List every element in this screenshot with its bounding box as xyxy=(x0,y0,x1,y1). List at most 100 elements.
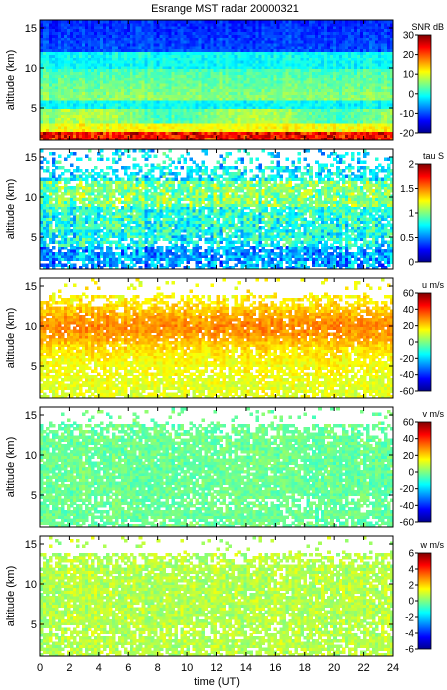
heatmap-cell xyxy=(357,100,361,104)
heatmap-cell xyxy=(180,137,185,141)
heatmap-cell xyxy=(57,62,62,67)
heatmap-cell xyxy=(234,108,239,113)
heatmap-cell xyxy=(66,68,71,73)
heatmap-cell xyxy=(267,117,271,121)
heatmap-cell xyxy=(129,54,134,58)
heatmap-cell xyxy=(255,128,259,133)
heatmap-cell xyxy=(141,97,146,101)
heatmap-cell xyxy=(90,62,95,67)
heatmap-cell xyxy=(186,74,191,78)
heatmap-cell xyxy=(219,134,224,138)
heatmap-cell xyxy=(96,88,101,93)
heatmap-cell xyxy=(117,57,122,61)
heatmap-cell xyxy=(66,45,71,50)
heatmap-cell xyxy=(261,128,265,133)
heatmap-cell xyxy=(123,68,128,73)
heatmap-cell xyxy=(246,57,251,61)
heatmap-cell xyxy=(183,111,188,115)
heatmap-cell xyxy=(345,102,349,107)
heatmap-cell xyxy=(144,108,149,113)
heatmap-cell xyxy=(360,51,364,55)
heatmap-cell xyxy=(345,80,349,84)
heatmap-cell xyxy=(213,117,218,121)
heatmap-cell xyxy=(198,125,203,130)
heatmap-cell xyxy=(252,60,256,64)
heatmap-cell xyxy=(162,88,167,93)
heatmap-cell xyxy=(40,120,44,124)
heatmap-cell xyxy=(42,45,47,50)
heatmap-cell xyxy=(222,111,227,115)
heatmap-cell xyxy=(54,51,59,55)
heatmap-cell xyxy=(306,68,310,73)
heatmap-cell xyxy=(291,60,295,64)
heatmap-cell xyxy=(174,57,179,61)
heatmap-cell xyxy=(135,62,140,67)
heatmap-cell xyxy=(93,62,98,67)
heatmap-cell xyxy=(276,111,280,115)
heatmap-cell xyxy=(105,54,110,58)
heatmap-cell xyxy=(255,48,259,53)
heatmap-cell xyxy=(336,62,340,67)
heatmap-cell xyxy=(192,60,197,64)
heatmap-cell xyxy=(153,94,158,98)
heatmap-cell xyxy=(51,108,56,113)
heatmap-cell xyxy=(300,97,304,101)
heatmap-cell xyxy=(60,45,65,50)
heatmap-cell xyxy=(351,80,355,84)
heatmap-cell xyxy=(168,57,173,61)
heatmap-cell xyxy=(324,88,328,93)
heatmap-cell xyxy=(240,94,245,98)
heatmap-cell xyxy=(387,77,391,81)
heatmap-cell xyxy=(93,125,98,130)
heatmap-cell xyxy=(204,122,209,127)
heatmap-cell xyxy=(60,62,65,67)
heatmap-cell xyxy=(207,94,212,98)
heatmap-cell xyxy=(171,94,176,98)
heatmap-cell xyxy=(96,105,101,110)
heatmap-cell xyxy=(156,100,161,104)
heatmap-cell xyxy=(318,60,322,64)
heatmap-cell xyxy=(267,51,271,55)
heatmap-cell xyxy=(102,114,107,118)
heatmap-cell xyxy=(378,105,382,110)
heatmap-cell xyxy=(168,117,173,121)
heatmap-cell xyxy=(48,68,53,73)
heatmap-cell xyxy=(156,45,161,50)
heatmap-cell xyxy=(333,60,337,64)
heatmap-cell xyxy=(375,48,379,53)
heatmap-cell xyxy=(252,128,256,133)
heatmap-cell xyxy=(156,62,161,67)
heatmap-cell xyxy=(255,94,259,98)
heatmap-cell xyxy=(381,137,385,141)
heatmap-cell xyxy=(258,80,262,84)
heatmap-cell xyxy=(213,125,218,130)
heatmap-cell xyxy=(222,94,227,98)
heatmap-cell xyxy=(258,97,262,101)
heatmap-cell xyxy=(285,42,289,47)
heatmap-cell xyxy=(267,137,271,141)
heatmap-cell xyxy=(225,88,230,93)
heatmap-cell xyxy=(219,94,224,98)
heatmap-cell xyxy=(108,42,113,47)
heatmap-cell xyxy=(45,68,50,73)
heatmap-cell xyxy=(114,134,119,138)
heatmap-cell xyxy=(354,114,358,118)
heatmap-cell xyxy=(309,85,313,90)
heatmap-cell xyxy=(108,120,113,124)
heatmap-cell xyxy=(222,51,227,55)
heatmap-cell xyxy=(219,42,224,47)
heatmap-cell xyxy=(258,122,262,127)
heatmap-cell xyxy=(57,48,62,53)
heatmap-cell xyxy=(54,108,59,113)
heatmap-cell xyxy=(84,128,89,133)
heatmap-cell xyxy=(303,51,307,55)
heatmap-cell xyxy=(339,74,343,78)
heatmap-cell xyxy=(267,54,271,58)
heatmap-cell xyxy=(255,88,259,93)
heatmap-cell xyxy=(303,97,307,101)
heatmap-cell xyxy=(57,91,62,95)
heatmap-cell xyxy=(207,42,212,47)
heatmap-cell xyxy=(189,108,194,113)
heatmap-cell xyxy=(279,128,283,133)
heatmap-cell xyxy=(225,100,230,104)
